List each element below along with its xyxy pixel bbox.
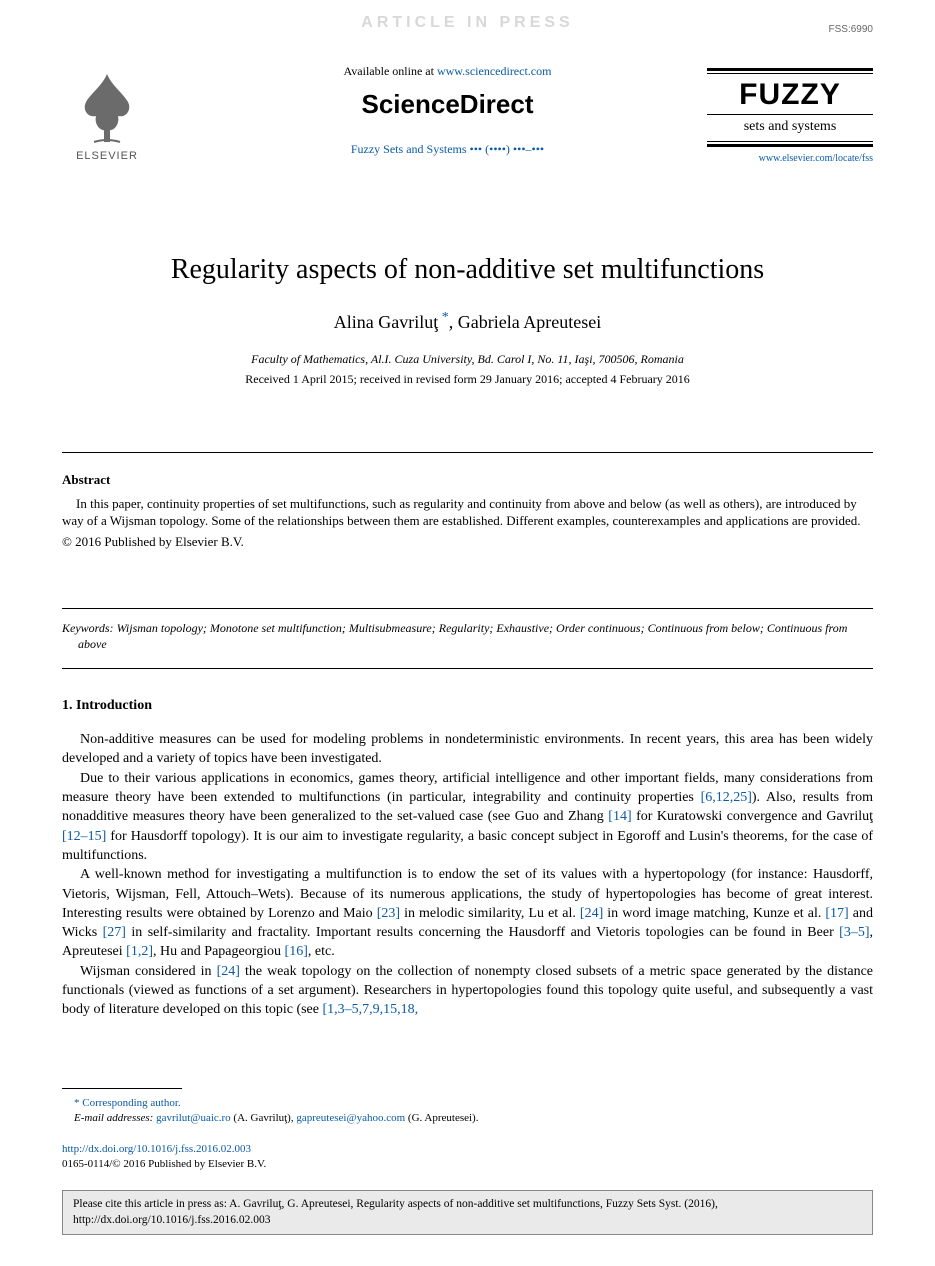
article-in-press-watermark: ARTICLE IN PRESS: [361, 14, 573, 32]
abstract-heading: Abstract: [62, 472, 873, 488]
p2d: for Hausdorff topology). It is our aim t…: [62, 829, 873, 863]
journal-reference[interactable]: Fuzzy Sets and Systems ••• (••••) •••–••…: [222, 142, 673, 157]
para-2: Due to their various applications in eco…: [62, 769, 873, 866]
section-heading: 1. Introduction: [62, 698, 152, 714]
fuzzy-title: FUZZY: [707, 76, 873, 112]
keywords-label: Keywords:: [62, 621, 114, 635]
email-2[interactable]: gapreutesei@yahoo.com: [296, 1112, 405, 1124]
ref-link[interactable]: [1,3–5,7,9,15,18,: [322, 1002, 418, 1017]
author-sep: ,: [449, 312, 458, 332]
para-1: Non-additive measures can be used for mo…: [62, 730, 873, 769]
cite-box: Please cite this article in press as: A.…: [62, 1190, 873, 1235]
separator-1: [62, 452, 873, 453]
footnote-rule: [62, 1088, 182, 1089]
sciencedirect-logo: ScienceDirect: [222, 89, 673, 120]
sciencedirect-link[interactable]: www.sciencedirect.com: [437, 64, 552, 78]
ref-link[interactable]: [24]: [217, 964, 240, 979]
keywords-text: Wijsman topology; Monotone set multifunc…: [78, 621, 847, 651]
abstract-text: In this paper, continuity properties of …: [62, 496, 873, 530]
keywords: Keywords: Wijsman topology; Monotone set…: [62, 620, 873, 652]
p4a: Wijsman considered in: [80, 964, 217, 979]
journal-url[interactable]: www.elsevier.com/locate/fss: [707, 153, 873, 164]
p3e: in self-similarity and fractality. Impor…: [126, 925, 839, 940]
ref-link[interactable]: [23]: [377, 906, 400, 921]
received-dates: Received 1 April 2015; received in revis…: [62, 372, 873, 387]
p3g: , Hu and Papageorgiou: [153, 944, 285, 959]
elsevier-label: ELSEVIER: [62, 150, 152, 162]
ref-link[interactable]: [17]: [825, 906, 848, 921]
doi-block: http://dx.doi.org/10.1016/j.fss.2016.02.…: [62, 1142, 266, 1173]
ref-link[interactable]: [16]: [285, 944, 308, 959]
ref-link[interactable]: [1,2]: [126, 944, 153, 959]
separator-3: [62, 668, 873, 669]
corresponding-author: Corresponding author.: [82, 1097, 180, 1109]
article-title: Regularity aspects of non-additive set m…: [62, 254, 873, 286]
email-2-who: (G. Apreutesei).: [405, 1112, 478, 1124]
available-text: Available online at: [344, 64, 437, 78]
footnote: * Corresponding author. E-mail addresses…: [74, 1096, 873, 1127]
p3h: , etc.: [308, 944, 335, 959]
email-label: E-mail addresses:: [74, 1112, 153, 1124]
copyright: © 2016 Published by Elsevier B.V.: [62, 534, 873, 550]
header-row: ELSEVIER Available online at www.science…: [62, 58, 873, 198]
separator-2: [62, 608, 873, 609]
elsevier-tree-icon: [72, 68, 142, 146]
ref-link[interactable]: [12–15]: [62, 829, 106, 844]
doi-link[interactable]: http://dx.doi.org/10.1016/j.fss.2016.02.…: [62, 1142, 266, 1157]
p3c: in word image matching, Kunze et al.: [603, 906, 825, 921]
ref-link[interactable]: [6,12,25]: [701, 790, 752, 805]
ref-link[interactable]: [27]: [103, 925, 126, 940]
journal-cover-box: FUZZY sets and systems www.elsevier.com/…: [707, 66, 873, 164]
ref-link[interactable]: [14]: [608, 809, 631, 824]
author-1: Alina Gavriluţ: [334, 312, 438, 332]
corresponding-star-icon: *: [438, 310, 449, 325]
issn-line: 0165-0114/© 2016 Published by Elsevier B…: [62, 1157, 266, 1172]
body-text: Non-additive measures can be used for mo…: [62, 730, 873, 1020]
authors: Alina Gavriluţ *, Gabriela Apreutesei: [62, 310, 873, 333]
affiliation: Faculty of Mathematics, Al.I. Cuza Unive…: [62, 352, 873, 367]
para-4: Wijsman considered in [24] the weak topo…: [62, 962, 873, 1020]
corr-star-icon: *: [74, 1097, 82, 1109]
elsevier-logo: ELSEVIER: [62, 68, 152, 162]
p3b: in melodic similarity, Lu et al.: [400, 906, 580, 921]
email-1-who: (A. Gavriluţ),: [231, 1112, 297, 1124]
abstract-block: Abstract In this paper, continuity prope…: [62, 472, 873, 550]
fss-id: FSS:6990: [829, 24, 873, 35]
fuzzy-subtitle: sets and systems: [707, 117, 873, 139]
p2c: for Kuratowski convergence and Gavriluţ: [632, 809, 873, 824]
email-1[interactable]: gavrilut@uaic.ro: [156, 1112, 231, 1124]
center-header: Available online at www.sciencedirect.co…: [222, 58, 673, 157]
ref-link[interactable]: [24]: [580, 906, 603, 921]
author-2: Gabriela Apreutesei: [458, 312, 601, 332]
ref-link[interactable]: [3–5]: [839, 925, 869, 940]
para-3: A well-known method for investigating a …: [62, 865, 873, 962]
available-online: Available online at www.sciencedirect.co…: [222, 64, 673, 79]
